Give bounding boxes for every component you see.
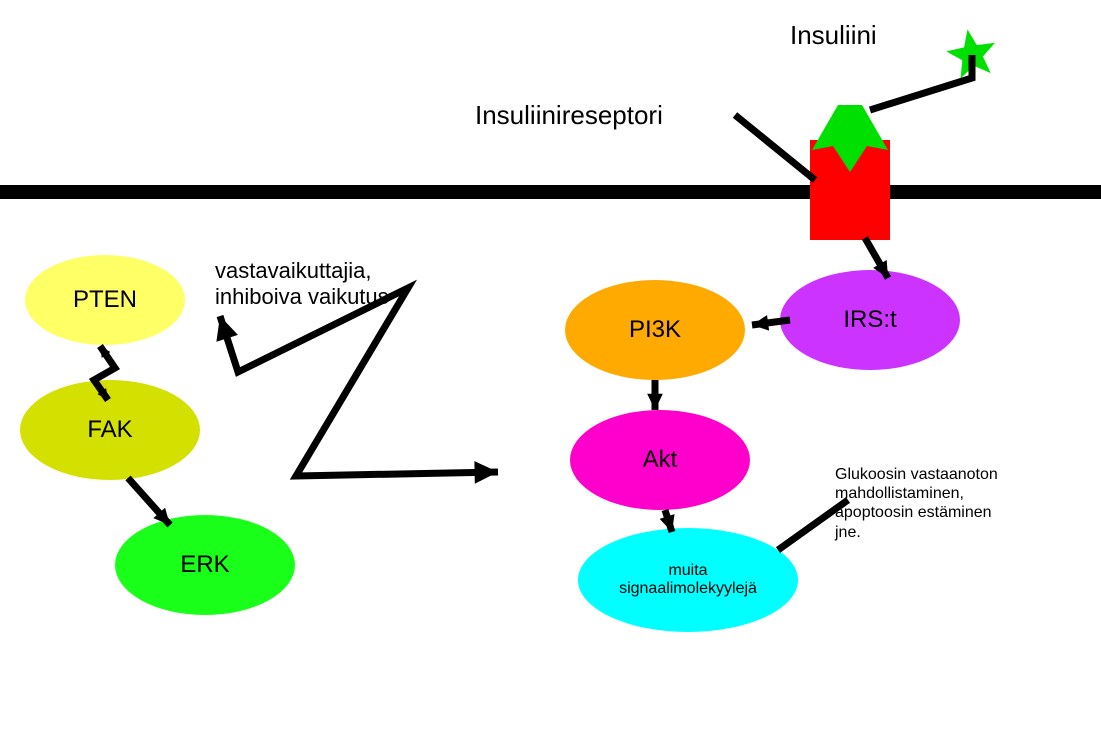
node-erk: ERK xyxy=(115,515,295,615)
cell-membrane xyxy=(0,185,1101,199)
node-fak-label: FAK xyxy=(87,416,132,444)
annotation-inhibitory: vastavaikuttajia, inhiboiva vaikutus xyxy=(215,258,389,311)
label-insulin-receptor: Insuliinireseptori xyxy=(475,100,663,131)
label-insulin: Insuliini xyxy=(790,20,877,51)
insulin-receptor xyxy=(810,140,890,240)
diagram-stage: PTEN FAK ERK IRS:t PI3K Akt muita signaa… xyxy=(0,0,1101,744)
node-pten: PTEN xyxy=(25,255,185,345)
node-fak: FAK xyxy=(20,380,200,480)
node-pi3k: PI3K xyxy=(565,280,745,380)
node-pten-label: PTEN xyxy=(73,286,137,314)
node-erk-label: ERK xyxy=(180,551,229,579)
node-akt-label: Akt xyxy=(643,446,678,474)
node-other-label: muita signaalimolekyylejä xyxy=(619,562,757,598)
node-irs: IRS:t xyxy=(780,270,960,370)
node-akt: Akt xyxy=(570,410,750,510)
node-pi3k-label: PI3K xyxy=(629,316,681,344)
node-other: muita signaalimolekyylejä xyxy=(578,528,798,632)
annotation-outcome: Glukoosin vastaanoton mahdollistaminen, … xyxy=(835,465,998,542)
node-irs-label: IRS:t xyxy=(843,306,896,334)
